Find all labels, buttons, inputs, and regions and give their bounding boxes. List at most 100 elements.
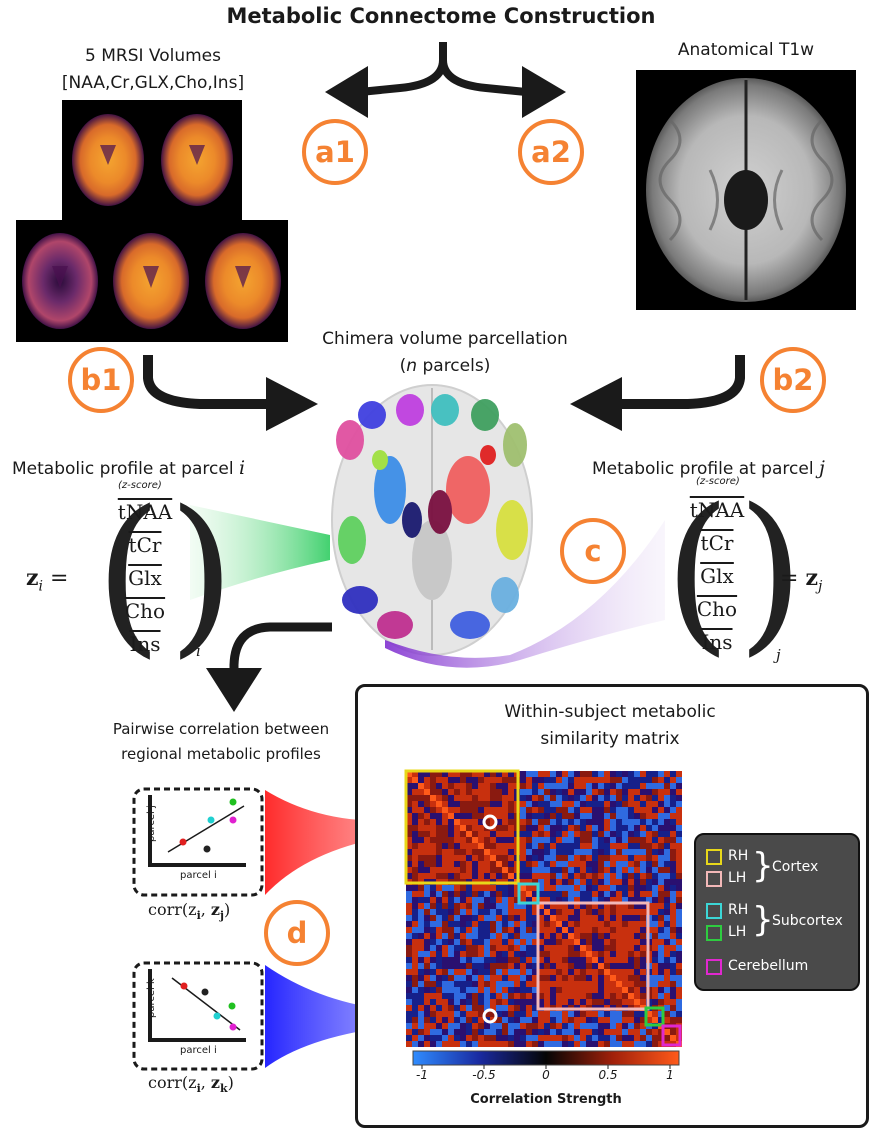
matrix-cell bbox=[442, 945, 448, 951]
matrix-cell bbox=[460, 939, 466, 945]
matrix-cell bbox=[604, 783, 610, 789]
matrix-cell bbox=[544, 819, 550, 825]
matrix-cell bbox=[430, 837, 436, 843]
matrix-cell bbox=[550, 867, 556, 873]
legend-subcortex: Subcortex bbox=[772, 913, 843, 929]
matrix-cell bbox=[658, 951, 664, 957]
matrix-cell bbox=[562, 975, 568, 981]
matrix-cell bbox=[532, 837, 538, 843]
matrix-cell bbox=[610, 903, 616, 909]
matrix-cell bbox=[604, 975, 610, 981]
left-arrow-icon bbox=[325, 66, 368, 118]
legend-cerebellum: Cerebellum bbox=[728, 958, 809, 974]
matrix-cell bbox=[490, 855, 496, 861]
step-a1: a1 bbox=[302, 119, 368, 185]
matrix-cell bbox=[430, 795, 436, 801]
matrix-cell bbox=[484, 987, 490, 993]
matrix-cell bbox=[448, 885, 454, 891]
matrix-cell bbox=[532, 993, 538, 999]
matrix-cell bbox=[406, 813, 412, 819]
matrix-cell bbox=[448, 897, 454, 903]
matrix-cell bbox=[442, 963, 448, 969]
pairwise-line2: regional metabolic profiles bbox=[121, 745, 321, 763]
matrix-cell bbox=[520, 891, 526, 897]
matrix-cell bbox=[508, 921, 514, 927]
matrix-cell bbox=[544, 963, 550, 969]
matrix-cell bbox=[502, 813, 508, 819]
matrix-cell bbox=[634, 987, 640, 993]
matrix-cell bbox=[550, 813, 556, 819]
matrix-cell bbox=[412, 945, 418, 951]
matrix-cell bbox=[484, 855, 490, 861]
matrix-cell bbox=[640, 969, 646, 975]
matrix-cell bbox=[538, 921, 544, 927]
matrix-cell bbox=[436, 867, 442, 873]
matrix-cell bbox=[580, 963, 586, 969]
matrix-cell bbox=[544, 1017, 550, 1023]
matrix-cell bbox=[628, 771, 634, 777]
matrix-cell bbox=[520, 843, 526, 849]
matrix-cell bbox=[676, 885, 682, 891]
matrix-cell bbox=[406, 801, 412, 807]
scatter1-ylabel: parcel j bbox=[146, 805, 157, 842]
scatter2-xlabel: parcel i bbox=[180, 1045, 217, 1056]
matrix-cell bbox=[460, 873, 466, 879]
matrix-cell bbox=[658, 867, 664, 873]
matrix-cell bbox=[550, 849, 556, 855]
matrix-cell bbox=[550, 909, 556, 915]
matrix-cell bbox=[664, 867, 670, 873]
matrix-cell bbox=[460, 981, 466, 987]
matrix-cell bbox=[532, 855, 538, 861]
matrix-cell bbox=[610, 837, 616, 843]
matrix-cell bbox=[544, 831, 550, 837]
matrix-cell bbox=[406, 993, 412, 999]
left-arrow-icon bbox=[570, 377, 622, 431]
matrix-cell bbox=[454, 885, 460, 891]
matrix-cell bbox=[658, 795, 664, 801]
matrix-cell bbox=[592, 861, 598, 867]
matrix-cell bbox=[598, 855, 604, 861]
matrix-cell bbox=[544, 843, 550, 849]
matrix-cell bbox=[496, 855, 502, 861]
matrix-cell bbox=[616, 1035, 622, 1041]
colorbar-tick: -1 bbox=[416, 1068, 428, 1082]
matrix-cell bbox=[508, 819, 514, 825]
matrix-cell bbox=[604, 969, 610, 975]
matrix-cell bbox=[526, 825, 532, 831]
matrix-cell bbox=[634, 867, 640, 873]
matrix-cell bbox=[634, 831, 640, 837]
matrix-cell bbox=[484, 837, 490, 843]
matrix-cell bbox=[592, 915, 598, 921]
matrix-cell bbox=[418, 1023, 424, 1029]
matrix-cell bbox=[652, 867, 658, 873]
matrix-cell bbox=[448, 1029, 454, 1035]
matrix-cell bbox=[652, 783, 658, 789]
matrix-cell bbox=[676, 771, 682, 777]
swatch-subcortex-lh bbox=[706, 925, 722, 941]
matrix-cell bbox=[454, 975, 460, 981]
matrix-cell bbox=[502, 807, 508, 813]
matrix-cell bbox=[664, 873, 670, 879]
matrix-cell bbox=[508, 843, 514, 849]
matrix-cell bbox=[406, 909, 412, 915]
matrix-cell bbox=[670, 891, 676, 897]
matrix-cell bbox=[586, 927, 592, 933]
matrix-cell bbox=[430, 1011, 436, 1017]
matrix-cell bbox=[526, 771, 532, 777]
matrix-cell bbox=[406, 861, 412, 867]
matrix-cell bbox=[502, 939, 508, 945]
matrix-cell bbox=[412, 1005, 418, 1011]
matrix-cell bbox=[556, 837, 562, 843]
matrix-cell bbox=[514, 885, 520, 891]
matrix-cell bbox=[520, 987, 526, 993]
matrix-cell bbox=[478, 885, 484, 891]
matrix-cell bbox=[556, 861, 562, 867]
scatter2-caption: corr(zi, zk) bbox=[148, 1073, 234, 1096]
matrix-cell bbox=[556, 993, 562, 999]
matrix-cell bbox=[568, 891, 574, 897]
matrix-cell bbox=[520, 819, 526, 825]
matrix-cell bbox=[586, 771, 592, 777]
matrix-cell bbox=[586, 1029, 592, 1035]
matrix-cell bbox=[544, 933, 550, 939]
matrix-cell bbox=[538, 909, 544, 915]
